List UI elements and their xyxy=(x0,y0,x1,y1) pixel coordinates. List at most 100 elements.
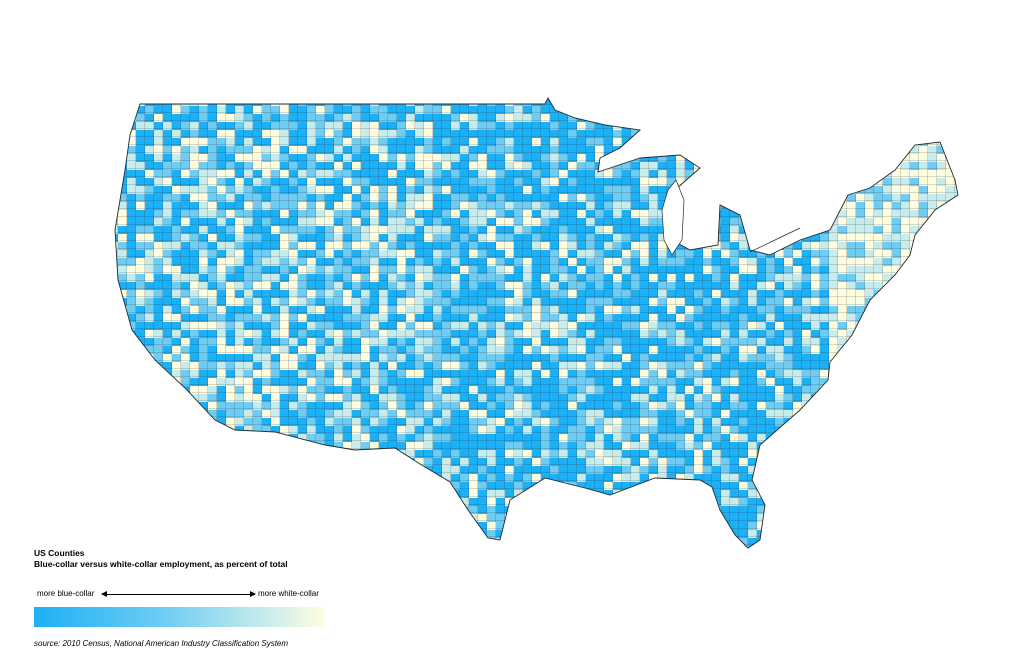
county-tile xyxy=(847,130,856,138)
county-tile xyxy=(127,458,136,466)
county-tile xyxy=(181,426,190,434)
county-tile xyxy=(748,98,757,106)
county-tile xyxy=(712,186,721,194)
county-tile xyxy=(829,194,838,202)
county-tile xyxy=(829,106,838,114)
county-tile xyxy=(901,138,910,146)
county-tile xyxy=(667,90,676,98)
county-tile xyxy=(703,490,712,498)
county-tile xyxy=(955,274,958,282)
county-tile xyxy=(793,178,802,186)
county-tile xyxy=(946,410,955,418)
county-tile xyxy=(793,474,802,482)
county-tile xyxy=(712,130,721,138)
county-tile xyxy=(115,410,118,418)
county-tile xyxy=(937,274,946,282)
county-tile xyxy=(865,490,874,498)
county-tile xyxy=(100,90,109,98)
county-tile xyxy=(748,114,757,122)
county-tile xyxy=(928,458,937,466)
county-tile xyxy=(154,434,163,442)
county-tile xyxy=(919,482,928,490)
county-tile xyxy=(937,386,946,394)
county-tile xyxy=(235,434,244,442)
county-tile xyxy=(226,474,235,482)
county-tile xyxy=(820,162,829,170)
county-tile xyxy=(271,474,280,482)
county-tile xyxy=(883,362,892,370)
county-tile xyxy=(883,490,892,498)
county-tile xyxy=(937,410,946,418)
county-tile xyxy=(793,426,802,434)
county-tile xyxy=(280,482,289,490)
county-tile xyxy=(757,482,766,490)
county-tile xyxy=(100,378,109,386)
county-tile xyxy=(118,378,127,386)
county-tile xyxy=(379,90,388,98)
county-tile xyxy=(307,442,316,450)
county-tile xyxy=(550,482,559,490)
county-tile xyxy=(685,114,694,122)
county-tile xyxy=(649,146,658,154)
county-tile xyxy=(766,474,775,482)
county-tile xyxy=(973,482,982,490)
county-tile xyxy=(937,98,946,106)
county-tile xyxy=(712,162,721,170)
county-tile xyxy=(136,458,145,466)
county-tile xyxy=(154,90,163,98)
county-tile xyxy=(919,322,928,330)
county-tile xyxy=(874,450,883,458)
county-tile xyxy=(811,98,820,106)
county-tile xyxy=(118,402,127,410)
county-tile xyxy=(829,90,838,98)
county-tile xyxy=(838,130,847,138)
county-tile xyxy=(118,386,127,394)
county-tile xyxy=(334,482,343,490)
county-tile xyxy=(811,490,820,498)
county-tile xyxy=(937,378,946,386)
county-tile xyxy=(847,146,856,154)
county-tile xyxy=(766,202,775,210)
county-tile xyxy=(343,450,352,458)
county-tile xyxy=(802,146,811,154)
county-tile xyxy=(937,434,946,442)
county-tile xyxy=(253,450,262,458)
county-tile xyxy=(919,434,928,442)
county-tile xyxy=(199,466,208,474)
county-tile xyxy=(829,362,838,370)
county-tile xyxy=(955,338,958,346)
county-tile xyxy=(946,426,955,434)
county-tile xyxy=(100,178,109,186)
county-tile xyxy=(973,298,982,306)
county-tile xyxy=(793,106,802,114)
county-tile xyxy=(118,434,127,442)
county-tile xyxy=(793,482,802,490)
county-tile xyxy=(847,154,856,162)
county-tile xyxy=(901,290,910,298)
county-tile xyxy=(757,106,766,114)
county-tile xyxy=(784,98,793,106)
county-tile xyxy=(703,154,712,162)
county-tile xyxy=(757,90,766,98)
county-tile xyxy=(973,146,982,154)
county-tile xyxy=(586,98,595,106)
county-tile xyxy=(865,106,874,114)
county-tile xyxy=(964,402,973,410)
county-tile xyxy=(379,458,388,466)
county-tile xyxy=(973,90,982,98)
county-tile xyxy=(649,122,658,130)
county-tile xyxy=(172,410,181,418)
county-tile xyxy=(712,122,721,130)
county-tile xyxy=(847,482,856,490)
county-tile xyxy=(874,138,883,146)
county-tile xyxy=(775,210,784,218)
county-tile xyxy=(415,90,424,98)
county-tile xyxy=(226,450,235,458)
county-tile xyxy=(631,138,640,146)
county-tile xyxy=(676,90,685,98)
county-tile xyxy=(406,474,415,482)
county-tile xyxy=(100,226,109,234)
county-tile xyxy=(703,122,712,130)
county-tile xyxy=(388,90,397,98)
county-tile xyxy=(973,250,982,258)
